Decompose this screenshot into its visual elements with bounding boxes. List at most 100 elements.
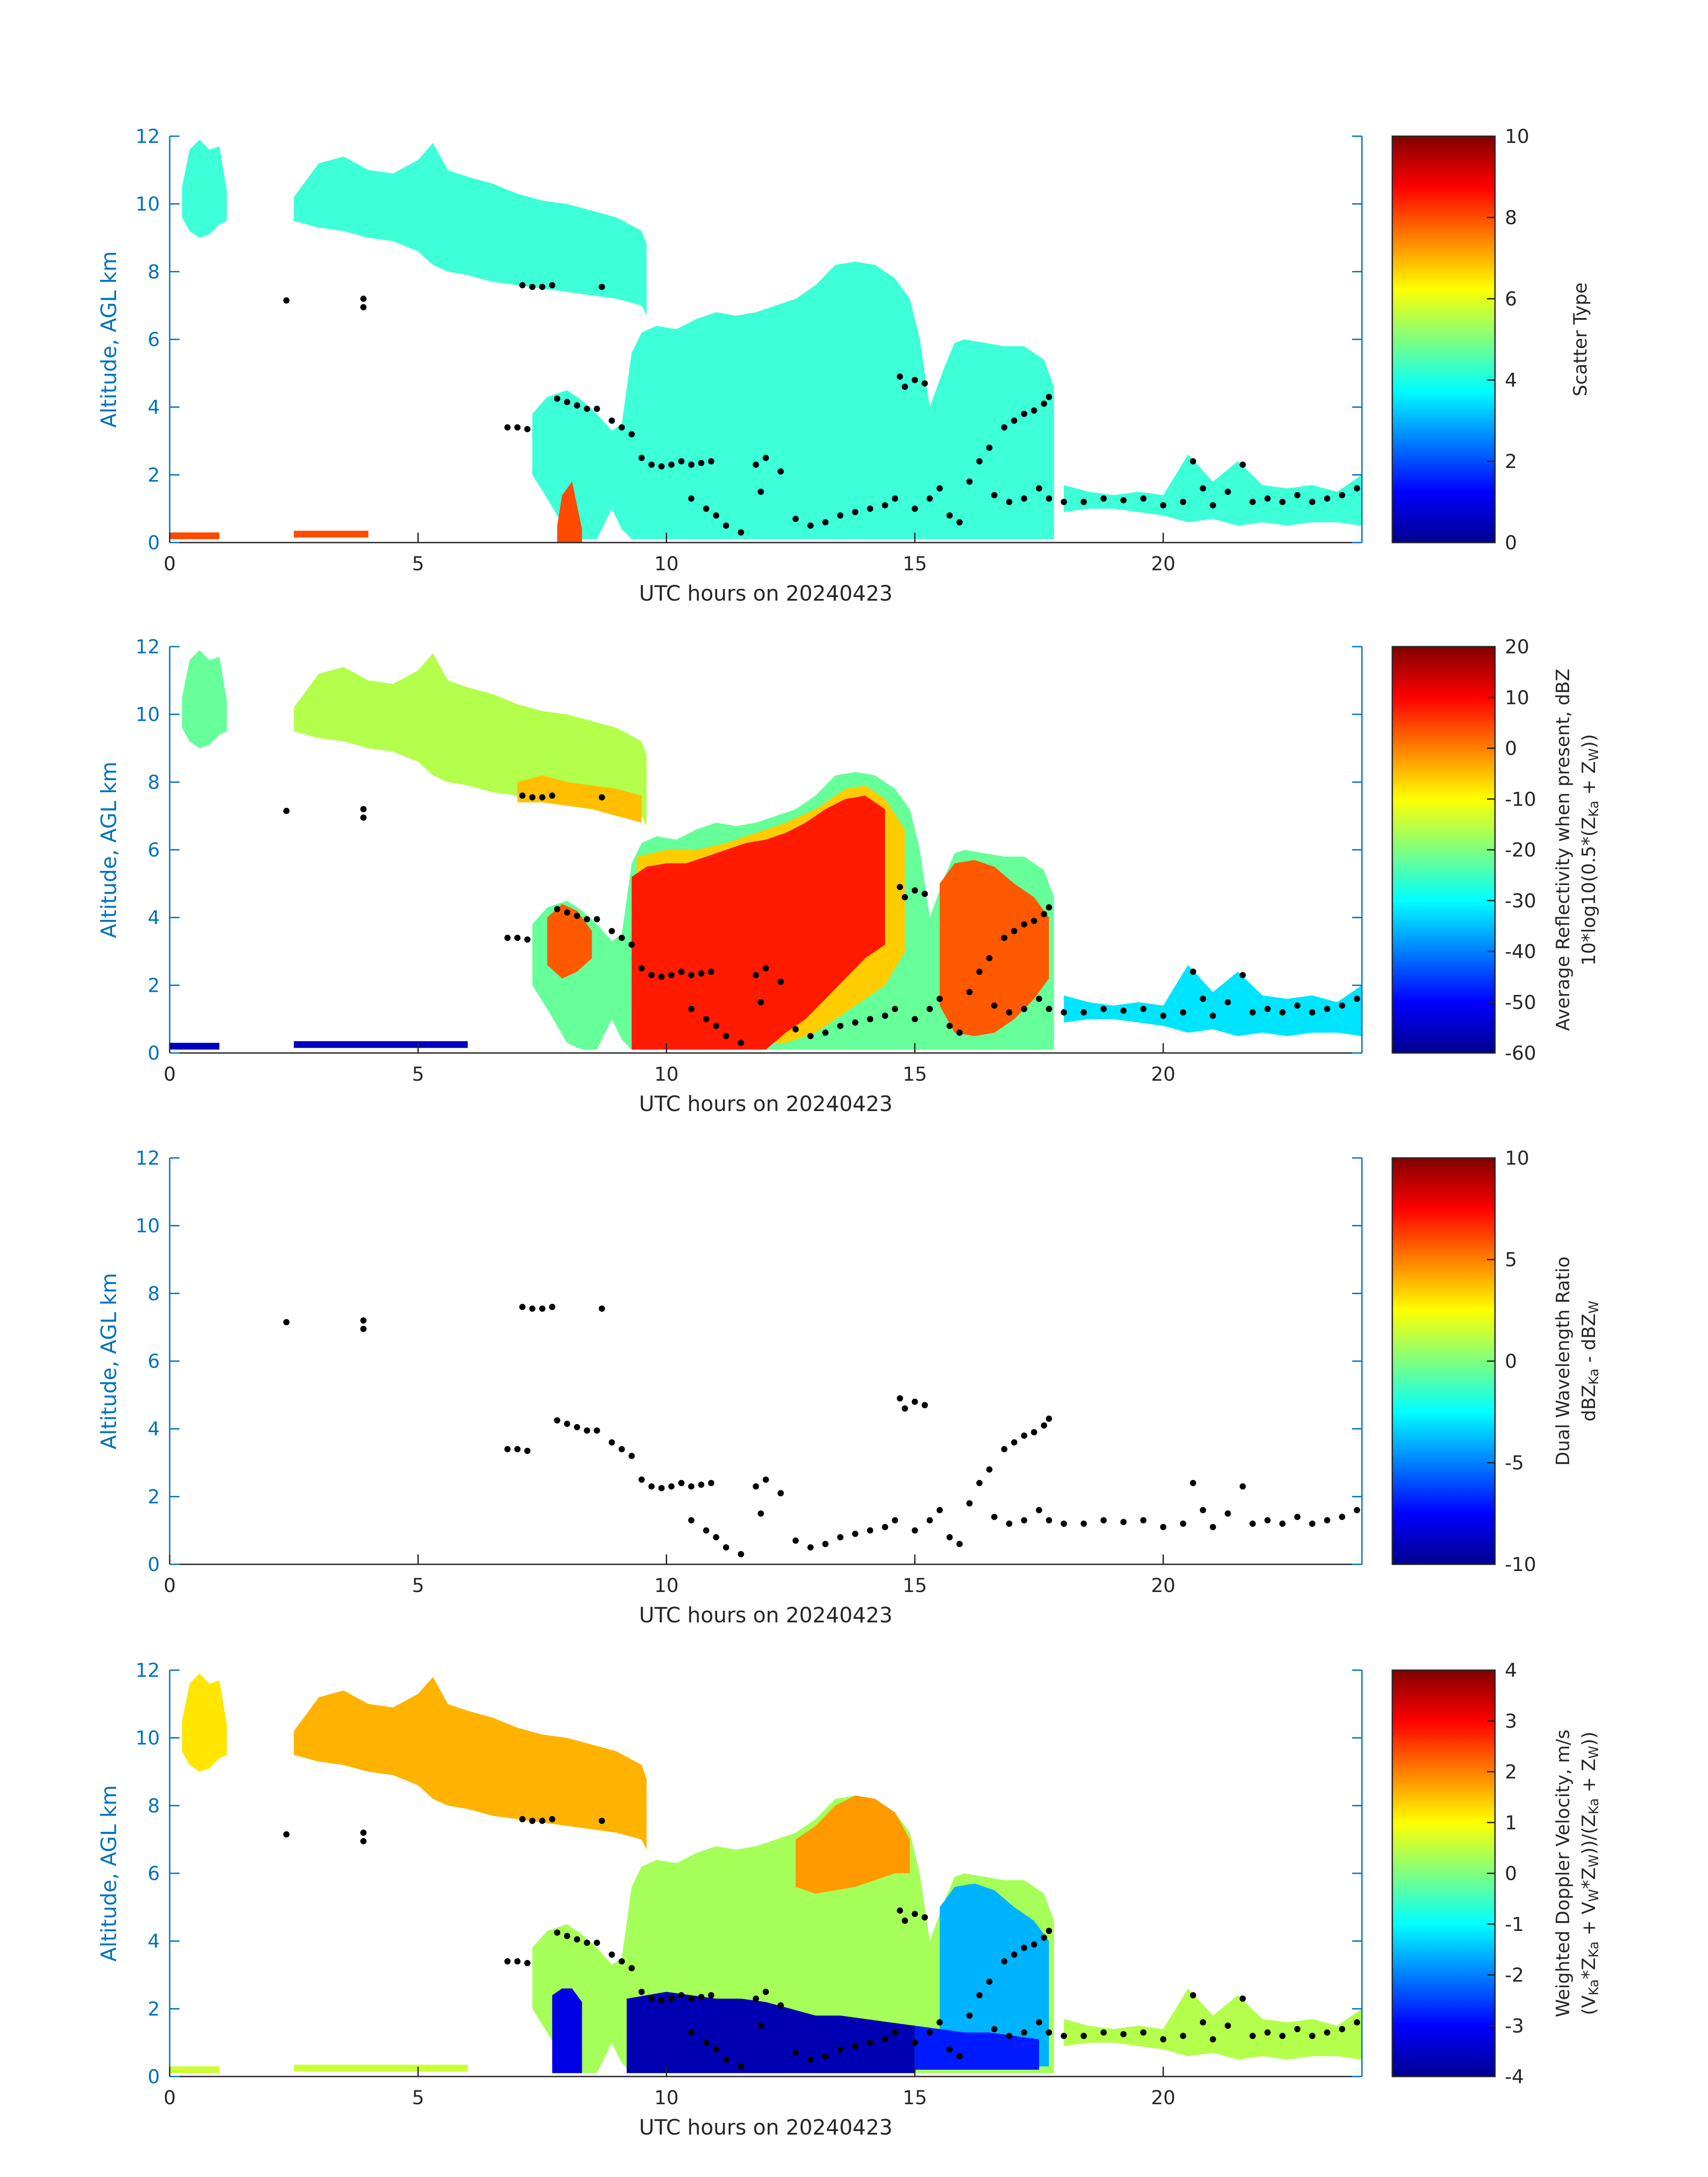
x-tick-label: 0 — [163, 1575, 175, 1597]
colorbar-label-subscript: Ka — [1586, 1941, 1601, 1957]
marker-point-84 — [1324, 495, 1331, 502]
marker-point-55 — [986, 1466, 993, 1473]
marker-point-79 — [1249, 499, 1256, 505]
marker-point-68 — [1081, 1521, 1087, 1527]
marker-point-27 — [688, 495, 695, 502]
marker-point-66 — [1046, 495, 1052, 502]
marker-point-7 — [529, 1305, 536, 1312]
marker-point-43 — [892, 1006, 898, 1012]
marker-point-14 — [593, 1427, 600, 1434]
marker-point-56 — [1001, 424, 1007, 431]
marker-point-4 — [514, 424, 521, 431]
marker-point-4 — [514, 935, 521, 941]
marker-point-42 — [882, 1524, 888, 1530]
marker-point-31 — [738, 2063, 744, 2070]
marker-point-16 — [609, 1951, 615, 1958]
x-tick-label: 15 — [902, 1063, 927, 1086]
marker-point-82 — [1294, 1002, 1301, 1009]
marker-point-12 — [574, 402, 580, 409]
data-layer-2 — [517, 775, 642, 823]
marker-point-32 — [752, 1995, 759, 2002]
colorbar-tick-label: 2 — [1505, 1761, 1517, 1784]
data-layer-3 — [1064, 454, 1362, 526]
y-tick-label: 6 — [148, 1350, 160, 1373]
marker-point-62 — [991, 492, 998, 498]
x-tick-label: 20 — [1151, 553, 1176, 575]
x-tick-label: 5 — [412, 1575, 424, 1597]
marker-point-0 — [283, 1831, 290, 1838]
marker-point-20 — [648, 972, 655, 978]
y-axis-label: Altitude, AGL km — [97, 1785, 121, 1961]
colorbar-tick-label: 2 — [1505, 451, 1517, 473]
marker-point-67 — [1061, 2033, 1067, 2039]
marker-point-69 — [1100, 1006, 1107, 1012]
marker-point-8 — [539, 794, 546, 801]
y-tick-label: 8 — [148, 261, 160, 283]
marker-point-6 — [519, 282, 526, 288]
marker-point-35 — [757, 999, 764, 1006]
y-tick-label: 10 — [135, 193, 160, 216]
marker-point-57 — [1011, 1951, 1018, 1958]
marker-point-43 — [892, 2029, 898, 2036]
marker-point-48 — [911, 1527, 918, 1534]
marker-point-82 — [1294, 1513, 1301, 1520]
data-layer-9 — [170, 1043, 220, 1050]
marker-point-52 — [956, 1541, 963, 1547]
marker-point-50 — [936, 995, 943, 1002]
marker-point-74 — [1190, 969, 1196, 975]
marker-point-79 — [1249, 1009, 1256, 1015]
marker-point-44 — [897, 1395, 903, 1402]
marker-point-4 — [514, 1446, 521, 1453]
colorbar-label-part: dBZ — [1578, 1385, 1599, 1421]
colorbar: -4 -3 -2 -1 0 1 2 3 4 Weighted Doppler Velocity, … — [1391, 1659, 1601, 2088]
marker-point-13 — [584, 1427, 590, 1434]
marker-point-15 — [598, 1305, 605, 1312]
marker-point-38 — [822, 519, 829, 526]
marker-point-14 — [593, 1939, 600, 1946]
marker-point-79 — [1249, 2033, 1256, 2039]
marker-point-84 — [1324, 1517, 1331, 1524]
marker-point-61 — [1046, 1927, 1052, 1934]
marker-point-54 — [976, 1480, 983, 1486]
marker-point-58 — [1021, 1944, 1027, 1951]
marker-point-26 — [708, 1992, 714, 1998]
marker-point-33 — [763, 455, 769, 461]
marker-point-24 — [688, 972, 695, 978]
marker-point-55 — [986, 1978, 993, 1985]
marker-point-63 — [1006, 1009, 1013, 1015]
marker-point-77 — [1224, 2022, 1231, 2029]
data-layer-4 — [170, 532, 220, 539]
marker-point-26 — [708, 969, 714, 975]
colorbar-label-subscript: Ka — [1586, 1369, 1601, 1385]
marker-point-38 — [822, 2053, 829, 2060]
marker-point-64 — [1021, 2029, 1027, 2036]
marker-point-47 — [922, 380, 928, 387]
marker-point-44 — [897, 1907, 903, 1914]
colorbar-label-part: )) — [1578, 1731, 1599, 1746]
marker-point-10 — [554, 395, 560, 402]
marker-point-40 — [852, 1019, 859, 1026]
marker-point-57 — [1011, 418, 1018, 424]
marker-point-6 — [519, 792, 526, 799]
marker-point-21 — [658, 1485, 665, 1492]
data-layers — [170, 139, 1362, 543]
marker-point-9 — [549, 1304, 555, 1310]
marker-point-5 — [524, 426, 530, 432]
colorbar-label-subscript: W — [1586, 1889, 1601, 1902]
marker-point-65 — [1036, 995, 1042, 1002]
colorbar-label: Scatter Type — [1570, 282, 1591, 396]
colorbar: 0 2 4 6 8 10 Scatter Type — [1391, 125, 1591, 554]
y-tick-label: 6 — [148, 329, 160, 351]
colorbar-tick-label: 0 — [1505, 738, 1517, 760]
data-layer-5 — [631, 795, 885, 1050]
x-axis-label: UTC hours on 20240423 — [639, 1603, 893, 1628]
marker-point-24 — [688, 1995, 695, 2002]
y-tick-label: 4 — [148, 1418, 160, 1441]
marker-point-29 — [713, 1534, 719, 1541]
marker-point-68 — [1081, 499, 1087, 505]
marker-point-70 — [1120, 1519, 1127, 1525]
marker-point-23 — [678, 1992, 685, 1998]
marker-point-41 — [867, 1527, 873, 1534]
marker-point-35 — [757, 2022, 764, 2029]
